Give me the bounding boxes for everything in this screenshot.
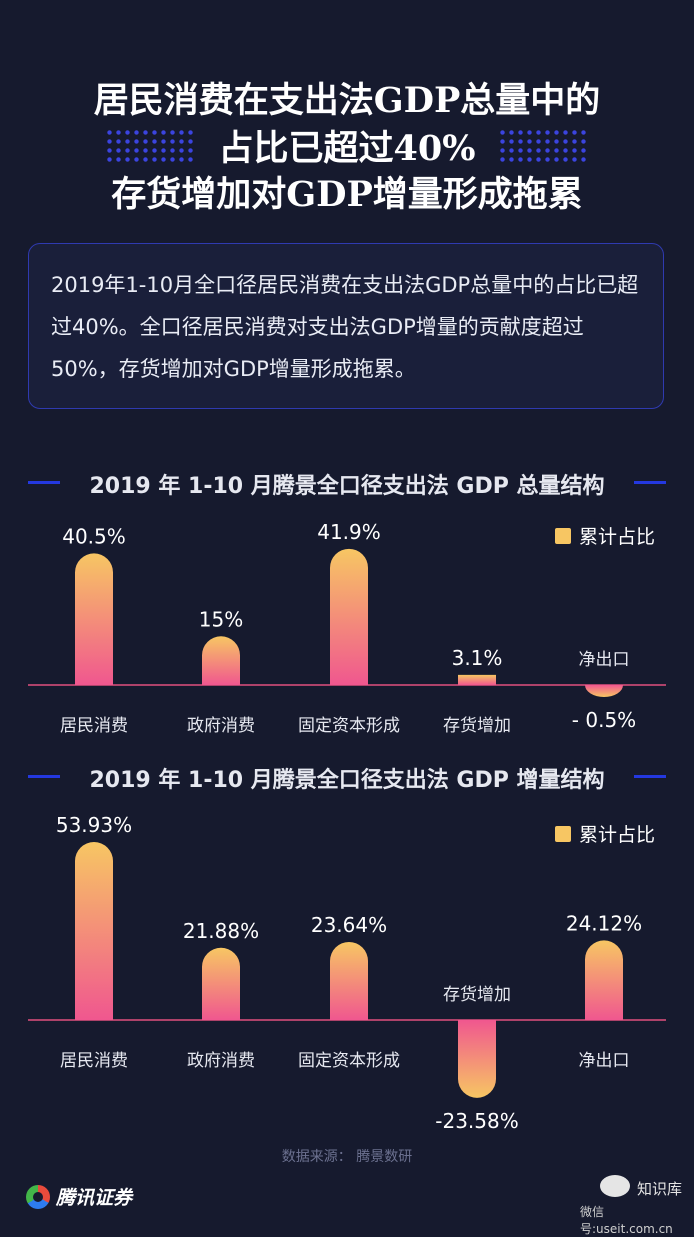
bar-value-label: -23.58%	[435, 1109, 518, 1133]
chart1-svg: 40.5% 居民消费 15% 政府消费 41.9% 固定资本形成 3.1% 存货增加 - 0.5…	[28, 520, 666, 736]
category-label: 净出口	[579, 650, 630, 670]
title-rule-right	[634, 481, 666, 484]
legend-swatch	[555, 825, 571, 842]
headline-line-1: 居民消费在支出法GDP总量中的	[93, 80, 601, 121]
chart2-title: 2019 年 1-10 月腾景全口径支出法 GDP 增量结构	[89, 768, 605, 793]
bar	[330, 941, 368, 1020]
tencent-securities-logo: 腾讯证券	[26, 1183, 132, 1210]
bar	[202, 947, 241, 1020]
bar	[75, 842, 113, 1020]
category-label: 居民消费	[60, 1051, 128, 1071]
category-label: 居民消费	[60, 716, 128, 736]
title-rule-right	[634, 775, 666, 778]
bar	[75, 553, 113, 685]
bar	[202, 636, 241, 685]
bar-value-label: - 0.5%	[572, 708, 636, 732]
category-label: 政府消费	[187, 716, 255, 736]
legend-swatch	[555, 527, 571, 544]
chart2-svg: 53.93% 居民消费 21.88% 政府消费 23.64% 固定资本形成 -23.58% 存…	[28, 813, 666, 1133]
headline-line-2: 占比已超过40%	[218, 128, 476, 169]
summary-text: 2019年1-10月全口径居民消费在支出法GDP总量中的占比已超过40%。全口径…	[51, 273, 639, 381]
dot-pattern-left	[105, 128, 195, 164]
wechat-icon	[600, 1175, 630, 1197]
logo-text: 腾讯证券	[56, 1187, 133, 1209]
bar	[585, 940, 623, 1020]
category-label: 固定资本形成	[298, 716, 400, 736]
title-rule-left	[28, 481, 60, 484]
legend-label: 累计占比	[579, 824, 656, 846]
data-source: 数据来源： 腾景数研	[281, 1149, 413, 1165]
category-label: 净出口	[579, 1051, 630, 1071]
bar-value-label: 40.5%	[62, 524, 126, 548]
title-rule-left	[28, 775, 60, 778]
category-label: 固定资本形成	[298, 1051, 400, 1071]
bar-value-label: 24.12%	[566, 911, 642, 935]
bar-value-label: 23.64%	[311, 913, 387, 937]
chart1-title: 2019 年 1-10 月腾景全口径支出法 GDP 总量结构	[89, 474, 605, 499]
watermark-name: 知识库	[637, 1180, 683, 1198]
category-label: 存货增加	[443, 985, 511, 1005]
bar	[330, 548, 368, 685]
dot-pattern-right	[498, 128, 588, 164]
bar-value-label: 53.93%	[56, 813, 132, 837]
category-label: 政府消费	[187, 1051, 255, 1071]
bar	[458, 1020, 496, 1098]
chart1-legend: 累计占比	[555, 522, 655, 549]
bar-value-label: 41.9%	[317, 520, 381, 544]
headline-line-3: 存货增加对GDP增量形成拖累	[111, 174, 583, 215]
bar	[585, 685, 623, 697]
summary-box: 2019年1-10月全口径居民消费在支出法GDP总量中的占比已超过40%。全口径…	[28, 243, 664, 409]
legend-label: 累计占比	[579, 526, 656, 548]
watermark-id: 微信号:useit.com.cn	[580, 1205, 673, 1236]
chart2-legend: 累计占比	[555, 820, 655, 847]
bar-value-label: 21.88%	[183, 919, 259, 943]
bar-value-label: 3.1%	[452, 646, 503, 670]
bar	[458, 674, 496, 685]
category-label: 存货增加	[443, 716, 511, 736]
logo-icon	[26, 1184, 50, 1209]
bar-value-label: 15%	[199, 607, 243, 631]
